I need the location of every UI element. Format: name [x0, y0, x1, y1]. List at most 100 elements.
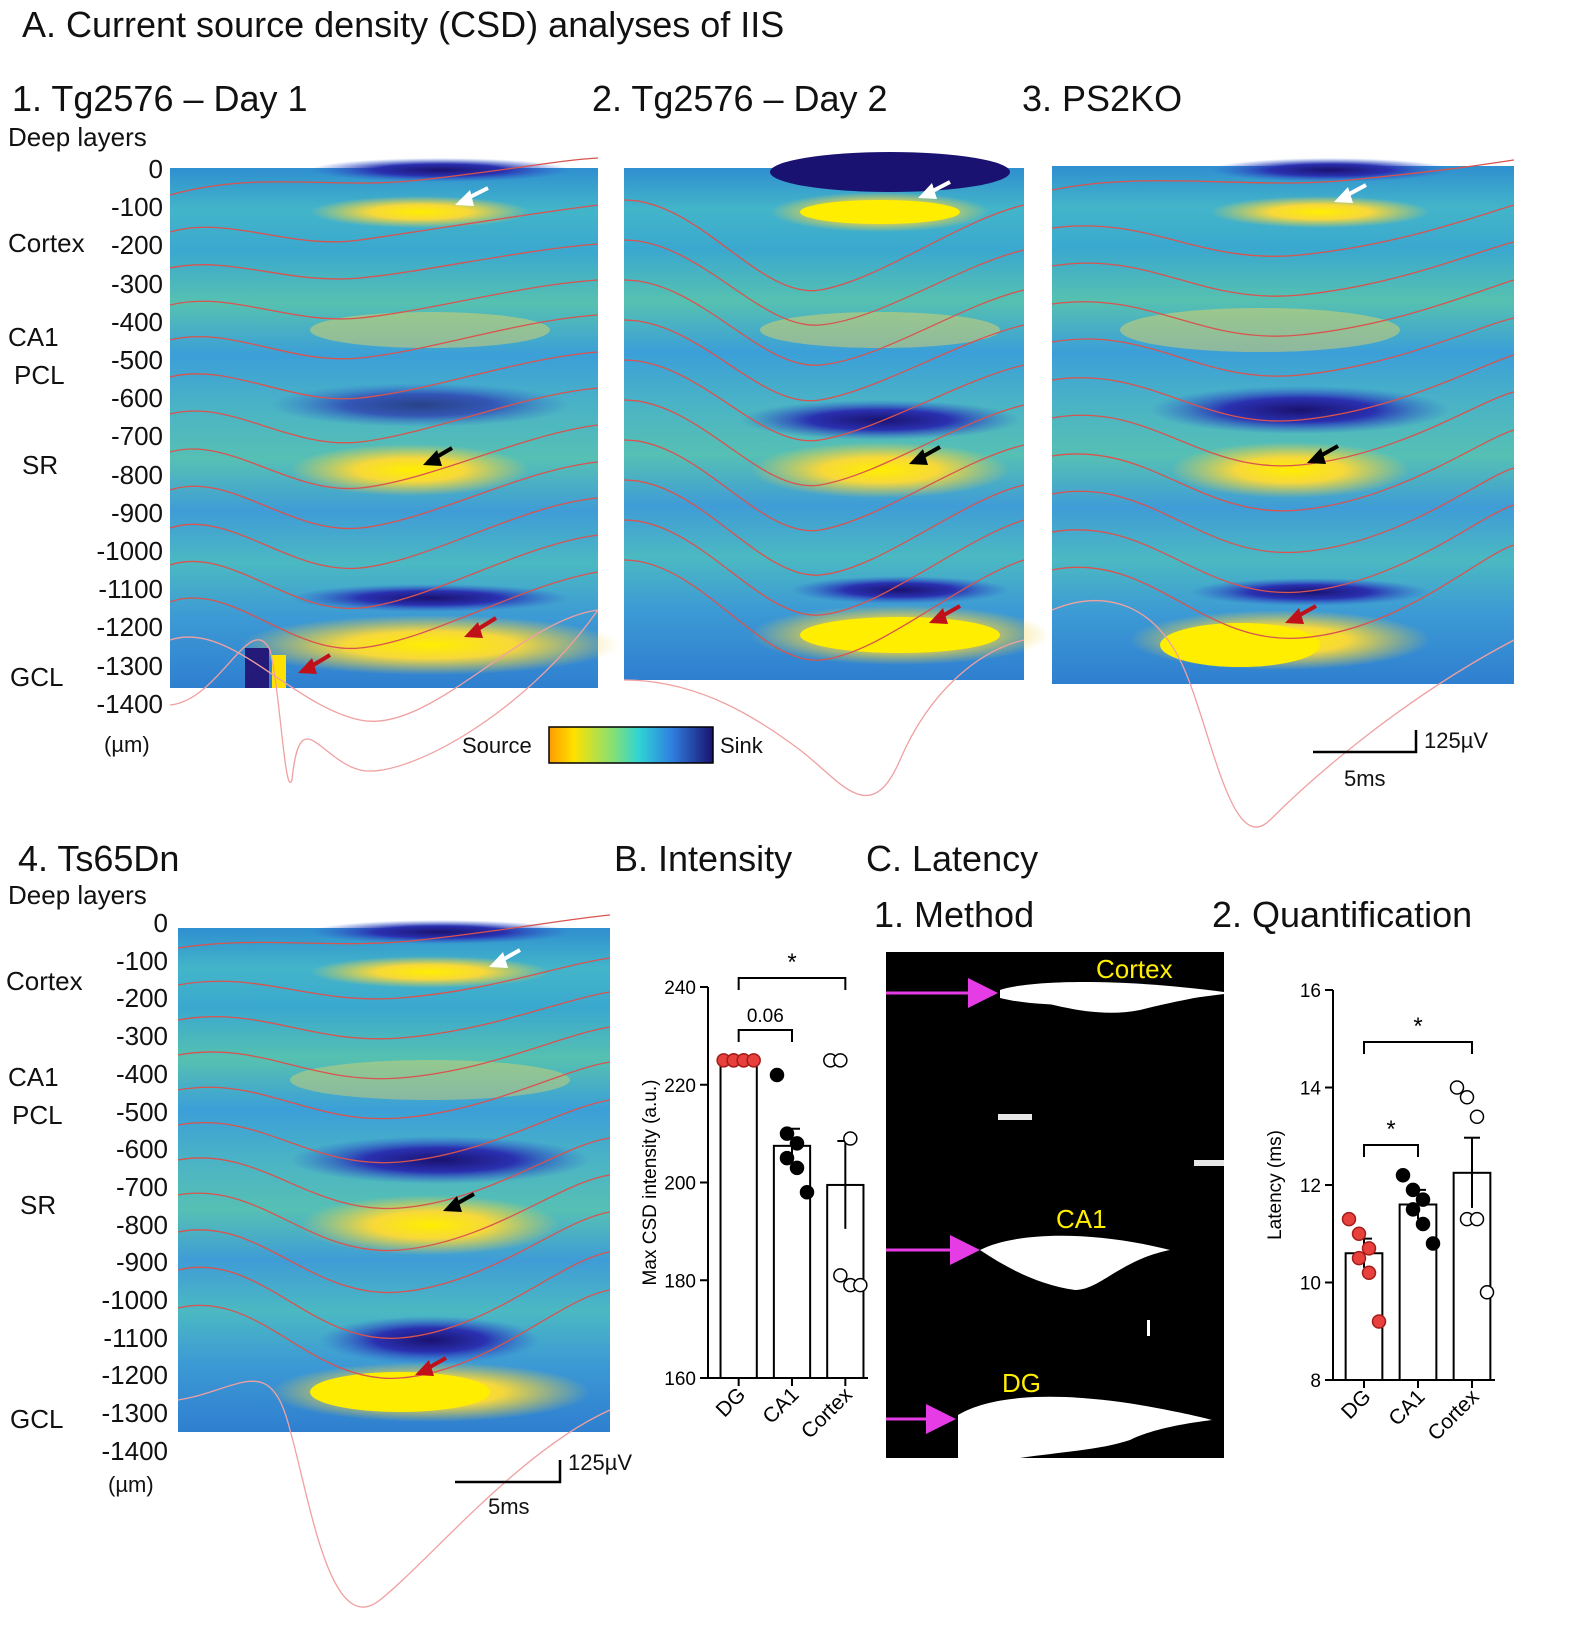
y-axis-label: Latency (ms): [1265, 1130, 1286, 1240]
depth-tick-1-1: -100: [110, 192, 163, 223]
csd-heatmap-4: [177, 914, 611, 1608]
data-point: [1479, 1285, 1495, 1300]
data-point: [1351, 1226, 1367, 1241]
y-tick-label: 180: [664, 1271, 696, 1292]
colorbar-sink-label: Sink: [720, 733, 763, 758]
scale-bar-top: [1313, 730, 1418, 754]
data-point: [1469, 1109, 1485, 1124]
region-label-gcl-1: GCL: [10, 662, 64, 692]
y-tick-label: 220: [664, 1076, 696, 1097]
data-point: [1405, 1202, 1421, 1217]
panel-title-2: 2. Tg2576 – Day 2: [592, 78, 888, 119]
depth-tick-1-2: -200: [110, 230, 163, 261]
panel-title-4: 4. Ts65Dn: [18, 838, 180, 879]
data-point: [1459, 1090, 1475, 1105]
data-point: [1395, 1168, 1411, 1183]
data-point: [1361, 1241, 1377, 1256]
depth-tick-1-5: -500: [110, 345, 163, 375]
bar-cortex: [1452, 1171, 1492, 1381]
data-point: [1341, 1211, 1357, 1227]
depth-tick-4-11: -1100: [103, 1322, 168, 1353]
depth-tick-4-1: -100: [115, 945, 168, 976]
x-tick-label: DG: [1337, 1385, 1376, 1424]
csd-heatmap-2: [623, 152, 1050, 797]
y-tick-label: 240: [664, 978, 696, 999]
scale-voltage-top: 125µV: [1424, 728, 1489, 753]
x-tick-label: CA1: [1384, 1385, 1429, 1430]
latency-method-subtitle: 1. Method: [874, 894, 1035, 935]
depth-tick-1-8: -800: [110, 459, 163, 490]
depth-tick-4-14: -1400: [101, 1435, 169, 1466]
significance-bracket: [1363, 1041, 1473, 1054]
depth-tick-4-4: -400: [115, 1058, 168, 1089]
data-point: [1351, 1250, 1367, 1266]
latency-quant-subtitle: 2. Quantification: [1212, 894, 1473, 935]
scale-voltage-bottom: 125µV: [568, 1450, 633, 1475]
intensity-chart: 160 180 200 220 240 Max CSD intensity (a.u.) D…: [640, 949, 868, 1443]
data-point: [1425, 1236, 1441, 1251]
depth-unit-4: (µm): [108, 1472, 154, 1497]
y-tick-label: 8: [1310, 1371, 1321, 1392]
data-point: [769, 1067, 785, 1083]
depth-tick-1-3: -300: [110, 268, 163, 299]
depth-tick-4-6: -600: [115, 1134, 168, 1165]
y-tick-label: 16: [1300, 981, 1321, 1002]
data-point: [1405, 1182, 1421, 1198]
latency-title: C. Latency: [866, 838, 1039, 879]
depth-tick-4-8: -800: [115, 1209, 168, 1240]
scale-bar-bottom: [455, 1460, 562, 1484]
bar-ca1: [772, 1144, 812, 1379]
x-tick-label: DG: [712, 1383, 751, 1422]
region-label-gcl-4: GCL: [10, 1404, 64, 1434]
data-point: [779, 1126, 795, 1141]
data-point: [1469, 1211, 1485, 1227]
bar-ca1: [1398, 1203, 1438, 1381]
data-point: [746, 1053, 761, 1068]
depth-tick-1-0: 0: [148, 154, 163, 184]
method-label-cortex: Cortex: [1096, 954, 1173, 984]
y-tick-label: 10: [1300, 1274, 1321, 1295]
depth-tick-4-0: 0: [153, 908, 168, 938]
data-point: [779, 1150, 795, 1166]
colorbar: [548, 726, 714, 764]
y-tick-label: 12: [1300, 1176, 1321, 1197]
depth-tick-4-9: -900: [115, 1247, 168, 1278]
depth-tick-1-7: -700: [110, 421, 163, 452]
data-point: [1415, 1216, 1431, 1232]
depth-tick-1-11: -1100: [98, 574, 163, 605]
region-label-sr-4: SR: [20, 1190, 57, 1220]
data-point: [853, 1277, 868, 1293]
scale-time-bottom: 5ms: [488, 1494, 530, 1519]
significance-label: 0.06: [747, 1006, 784, 1027]
depth-tick-4-5: -500: [115, 1096, 168, 1127]
data-point: [789, 1160, 805, 1176]
region-label-pcl-1: PCL: [14, 360, 65, 390]
region-label-sr-1: SR: [22, 450, 59, 480]
significance-bracket: [1363, 1144, 1419, 1157]
csd-heatmap-1: [169, 157, 620, 784]
latency-method-image: [886, 952, 1224, 1458]
depth-tick-4-13: -1300: [101, 1398, 169, 1429]
region-label-ca1-1: CA1: [8, 322, 59, 352]
region-label-pcl-4: PCL: [12, 1100, 63, 1130]
method-label-ca1: CA1: [1056, 1204, 1107, 1234]
colorbar-source-label: Source: [462, 733, 532, 758]
data-point: [843, 1131, 858, 1146]
depth-unit-1: (µm): [104, 732, 150, 757]
bar-dg: [719, 1059, 758, 1379]
depth-tick-4-12: -1200: [101, 1360, 169, 1391]
csd-heatmap-3: [1051, 158, 1515, 828]
depth-tick-1-13: -1300: [96, 650, 164, 681]
method-label-dg: DG: [1002, 1368, 1041, 1398]
depth-header-1: Deep layers: [8, 122, 147, 152]
depth-tick-4-2: -200: [115, 983, 168, 1014]
panel-title-3: 3. PS2KO: [1022, 78, 1183, 119]
depth-tick-1-6: -600: [110, 383, 163, 414]
significance-label: *: [1386, 1116, 1395, 1143]
y-tick-label: 14: [1300, 1079, 1322, 1100]
data-point: [833, 1268, 848, 1283]
depth-tick-4-10: -1000: [101, 1285, 169, 1315]
depth-tick-1-9: -900: [110, 497, 163, 528]
region-label-cortex-1: Cortex: [8, 228, 85, 258]
